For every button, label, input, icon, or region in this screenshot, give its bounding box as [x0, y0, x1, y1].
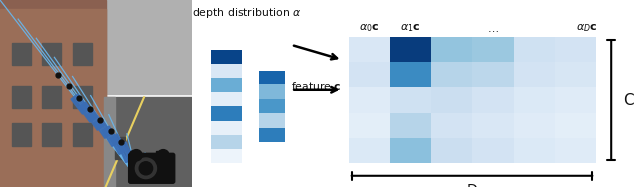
Text: $\alpha_1\mathbf{c}$: $\alpha_1\mathbf{c}$ [400, 22, 420, 34]
Bar [71, 94, 90, 114]
Bar [42, 123, 61, 146]
Text: $\alpha_D\mathbf{c}$: $\alpha_D\mathbf{c}$ [576, 22, 598, 34]
Bar [42, 86, 61, 108]
Bar [12, 43, 31, 65]
Bar [86, 110, 104, 130]
Bar [0, 9, 106, 187]
Bar [138, 170, 159, 183]
Bar [79, 102, 97, 122]
Bar [42, 43, 61, 65]
Text: C: C [623, 93, 634, 108]
Bar [0, 0, 106, 187]
Bar [115, 137, 125, 159]
Circle shape [131, 150, 142, 161]
Circle shape [136, 158, 157, 179]
Polygon shape [29, 97, 192, 187]
Bar [102, 126, 120, 146]
Text: $\ldots$: $\ldots$ [486, 24, 499, 34]
Bar [12, 86, 31, 108]
Bar [156, 151, 167, 163]
Text: D: D [467, 183, 477, 187]
Bar [94, 118, 112, 138]
Bar [73, 43, 92, 65]
Bar [127, 150, 140, 170]
Bar [0, 0, 192, 94]
FancyBboxPatch shape [129, 153, 175, 183]
Text: depth distribution $\alpha$: depth distribution $\alpha$ [191, 6, 301, 20]
Bar [118, 142, 134, 163]
Bar [73, 123, 92, 146]
Bar [134, 158, 148, 178]
Bar [12, 123, 31, 146]
Circle shape [157, 150, 169, 161]
Text: feature $\mathbf{c}$: feature $\mathbf{c}$ [291, 80, 342, 92]
Bar [73, 86, 92, 108]
Text: $\alpha_0\mathbf{c}$: $\alpha_0\mathbf{c}$ [359, 22, 380, 34]
Bar [104, 97, 115, 187]
Bar [110, 134, 127, 154]
Circle shape [140, 162, 153, 175]
